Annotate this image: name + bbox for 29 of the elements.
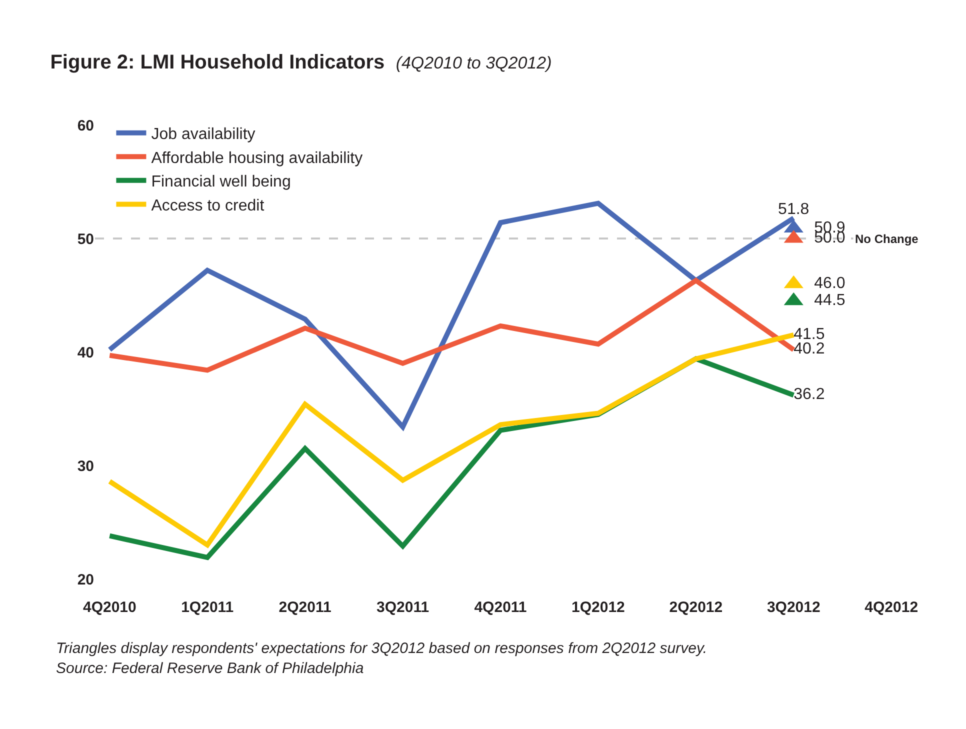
y-tick-label: 20 bbox=[77, 571, 94, 588]
legend-label: Affordable housing availability bbox=[151, 150, 363, 167]
y-tick-label: 60 bbox=[77, 117, 94, 134]
y-tick-label: 30 bbox=[77, 458, 94, 475]
x-tick-label: 1Q2011 bbox=[181, 599, 234, 616]
source-note: Source: Federal Reserve Bank of Philadelphia bbox=[56, 660, 364, 677]
data-label: 46.0 bbox=[805, 274, 846, 292]
data-label: 51.8 bbox=[778, 201, 810, 218]
x-tick-label: 3Q2011 bbox=[376, 599, 430, 616]
x-tick-label: 4Q2010 bbox=[82, 599, 136, 616]
data-label: 41.5 bbox=[794, 326, 825, 343]
ref-line-label: No Change bbox=[855, 232, 919, 246]
text: Triangles display respondents' expectations for 3Q2012 based on responses from 2Q2012 survey. bbox=[56, 640, 708, 657]
data-label: 44.5 bbox=[805, 292, 846, 309]
x-tick-label: 3Q2012 bbox=[766, 599, 820, 616]
x-tick-label: 2Q2012 bbox=[669, 599, 723, 616]
x-tick-label: 2Q2011 bbox=[278, 599, 332, 616]
legend-label: Job availability bbox=[151, 126, 256, 144]
chart-title: Figure 2: LMI Household Indicators bbox=[50, 52, 385, 74]
y-tick-label: 40 bbox=[77, 344, 94, 362]
data-label: 36.2 bbox=[794, 386, 825, 404]
x-tick-label: 4Q2011 bbox=[474, 599, 527, 616]
y-tick-label: 50 bbox=[77, 230, 94, 248]
legend-label: Access to credit bbox=[151, 197, 265, 214]
x-tick-label: 4Q2012 bbox=[864, 599, 918, 616]
legend-label: Financial well being bbox=[151, 174, 291, 191]
chart-subtitle: (4Q2010 to 3Q2012) bbox=[396, 54, 552, 73]
data-label: 40.2 bbox=[794, 340, 825, 358]
x-tick-label: 1Q2012 bbox=[572, 599, 625, 616]
